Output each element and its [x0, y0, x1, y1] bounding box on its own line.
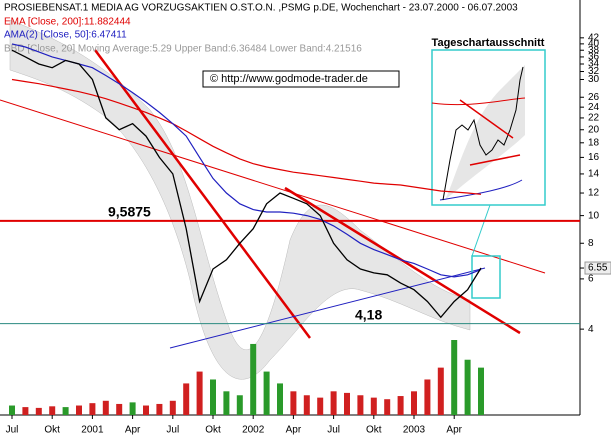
- level-label: 9,5875: [108, 204, 151, 220]
- volume-bar: [196, 371, 203, 415]
- y-tick-label: 6.55: [588, 263, 608, 274]
- y-tick-label: 16: [588, 152, 600, 163]
- y-tick-label: 10: [588, 210, 600, 221]
- y-tick-label: 36: [588, 52, 600, 63]
- volume-bar: [344, 392, 350, 415]
- indicator-line: [11, 78, 482, 195]
- inset-trend: [459, 99, 514, 139]
- volume-bar: [424, 379, 431, 415]
- inset-title: Tageschartausschnitt: [432, 37, 545, 49]
- volume-bar: [236, 395, 243, 415]
- trend-line: [93, 49, 312, 339]
- volume-bar: [478, 367, 484, 415]
- volume-bar: [76, 405, 82, 415]
- volume-bar: [89, 403, 96, 415]
- chart-title: PROSIEBENSAT.1 MEDIA AG VORZUGSAKTIEN O.…: [4, 3, 518, 14]
- y-tick-label: 14: [588, 169, 600, 180]
- volume-bar: [143, 405, 149, 415]
- volume-bar: [183, 383, 190, 415]
- volume-bar: [397, 396, 404, 415]
- inset-ma: [439, 179, 523, 201]
- volume-bar: [357, 395, 364, 415]
- legend-entry: AMA(2) [Close, 50]:6.47411: [4, 30, 127, 41]
- x-tick-label: Okt: [44, 425, 60, 436]
- volume-bar: [210, 379, 216, 415]
- indicator-note: BBD [Close, 20] Moving Average:5.29 Uppe…: [4, 44, 362, 55]
- price-line: [11, 49, 482, 319]
- x-tick-label: Jul: [166, 425, 179, 436]
- volume-bar: [437, 367, 444, 415]
- last-price-box: [584, 261, 611, 275]
- indicator-line: [11, 43, 482, 278]
- trend-line: [169, 267, 486, 349]
- y-tick-label: 20: [588, 124, 600, 135]
- volume-bar: [49, 406, 56, 415]
- volume-bar: [9, 405, 15, 415]
- volume-bar: [277, 383, 283, 415]
- inset-connector: [471, 204, 491, 257]
- y-tick-label: 24: [588, 102, 600, 113]
- x-tick-label: Okt: [205, 425, 221, 436]
- volume-bar: [116, 403, 123, 415]
- y-tick-label: 38: [588, 45, 600, 56]
- volume-bar: [22, 407, 29, 415]
- volume-bar: [464, 359, 471, 415]
- y-tick-label: 26: [588, 92, 600, 103]
- x-tick-label: Apr: [125, 425, 141, 436]
- y-tick-label: 22: [588, 113, 600, 124]
- y-tick-label: 40: [588, 39, 600, 50]
- volume-bar: [250, 343, 257, 415]
- legend-entry: EMA [Close, 200]:11.882444: [4, 17, 131, 28]
- copyright: © http://www.godmode-trader.de: [210, 73, 368, 85]
- volume-bar: [370, 397, 377, 415]
- level-label: 4,18: [355, 306, 382, 322]
- x-tick-label: Apr: [286, 425, 302, 436]
- trend-line: [0, 99, 546, 274]
- volume-bar: [451, 340, 458, 415]
- inset-marker: [471, 255, 501, 299]
- volume-bar: [156, 403, 163, 415]
- x-tick-label: Jul: [327, 425, 340, 436]
- y-tick-label: 12: [588, 188, 600, 199]
- x-tick-label: 2002: [242, 425, 265, 436]
- y-tick-label: 18: [588, 137, 600, 148]
- volume-bar: [411, 391, 417, 415]
- y-tick-label: 30: [588, 74, 600, 85]
- volume-bar: [290, 391, 297, 415]
- volume-bar: [303, 395, 310, 415]
- volume-bar: [317, 397, 324, 415]
- volume-bar: [330, 391, 337, 415]
- y-tick-label: 34: [588, 59, 600, 70]
- volume-bar: [169, 400, 176, 415]
- y-tick-label: 6: [588, 274, 594, 285]
- copyright-box: [202, 70, 400, 88]
- volume-bar: [62, 407, 69, 415]
- y-tick-label: 8: [588, 238, 594, 249]
- x-tick-label: Jul: [6, 425, 19, 436]
- x-tick-label: Apr: [446, 425, 462, 436]
- x-tick-label: 2001: [81, 425, 104, 436]
- inset-band: [445, 65, 525, 200]
- volume-bar: [129, 402, 136, 415]
- volume-bar: [223, 391, 230, 415]
- volume-bar: [384, 399, 391, 415]
- y-tick-label: 42: [588, 32, 600, 43]
- x-tick-label: 2003: [403, 425, 426, 436]
- volume-bar: [263, 371, 270, 415]
- y-tick-label: 4: [588, 324, 594, 335]
- inset-trend: [469, 154, 521, 166]
- inset-price: [442, 66, 524, 201]
- x-tick-label: Okt: [366, 425, 382, 436]
- volume-bar: [102, 400, 109, 415]
- y-tick-label: 32: [588, 66, 600, 77]
- volume-bar: [35, 407, 42, 415]
